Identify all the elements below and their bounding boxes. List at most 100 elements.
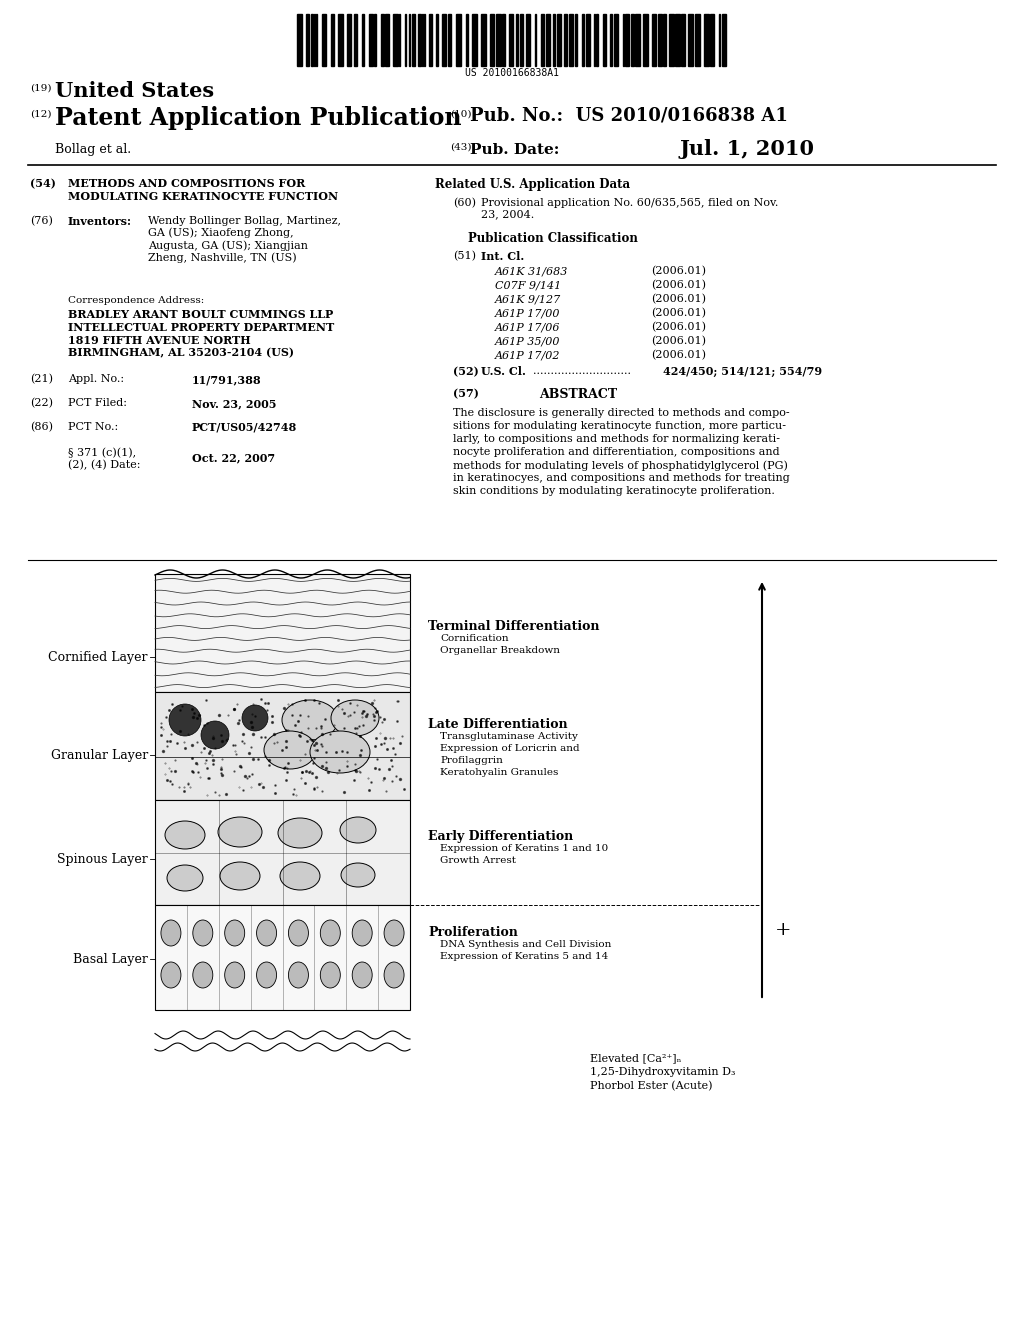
Bar	[393, 15, 397, 66]
Bar	[652, 15, 656, 66]
Bar	[429, 15, 432, 66]
Text: METHODS AND COMPOSITIONS FOR
MODULATING KERATINOCYTE FUNCTION: METHODS AND COMPOSITIONS FOR MODULATING …	[68, 178, 338, 202]
Text: Expression of Keratins 5 and 14: Expression of Keratins 5 and 14	[440, 952, 608, 961]
Text: Terminal Differentiation: Terminal Differentiation	[428, 620, 599, 634]
Text: (21): (21)	[30, 374, 53, 384]
Ellipse shape	[169, 704, 201, 737]
Text: A61K 9/127: A61K 9/127	[495, 294, 561, 304]
Text: (2006.01): (2006.01)	[651, 322, 706, 333]
Ellipse shape	[161, 962, 181, 987]
Bar	[575, 15, 578, 66]
Ellipse shape	[278, 818, 322, 847]
Bar	[587, 15, 590, 66]
Bar	[322, 15, 326, 66]
Bar	[681, 15, 685, 66]
Ellipse shape	[331, 700, 379, 737]
Bar	[354, 15, 356, 66]
Bar	[643, 15, 648, 66]
Bar	[155, 574, 410, 692]
Bar	[675, 15, 680, 66]
Text: 424/450; 514/121; 554/79: 424/450; 514/121; 554/79	[663, 366, 822, 378]
Text: Oct. 22, 2007: Oct. 22, 2007	[193, 451, 275, 463]
Text: Pub. No.:  US 2010/0166838 A1: Pub. No.: US 2010/0166838 A1	[470, 106, 787, 124]
Text: DNA Synthesis and Cell Division: DNA Synthesis and Cell Division	[440, 940, 611, 949]
Bar	[664, 15, 667, 66]
Text: Transglutaminase Activity: Transglutaminase Activity	[440, 733, 578, 741]
Text: A61K 31/683: A61K 31/683	[495, 267, 568, 276]
Bar	[412, 15, 415, 66]
Bar	[564, 15, 567, 66]
Text: Phorbol Ester (Acute): Phorbol Ester (Acute)	[590, 1081, 713, 1092]
Bar	[705, 15, 709, 66]
Text: in keratinocyes, and compositions and methods for treating: in keratinocyes, and compositions and me…	[453, 473, 790, 483]
Text: (51): (51)	[453, 251, 476, 261]
Text: Proliferation: Proliferation	[428, 927, 518, 939]
Ellipse shape	[352, 962, 372, 987]
Text: U.S. Cl.: U.S. Cl.	[481, 366, 526, 378]
Text: 1,25-Dihydroxyvitamin D₃: 1,25-Dihydroxyvitamin D₃	[590, 1067, 735, 1077]
Text: BRADLEY ARANT BOULT CUMMINGS LLP
INTELLECTUAL PROPERTY DEPARTMENT
1819 FIFTH AVE: BRADLEY ARANT BOULT CUMMINGS LLP INTELLE…	[68, 309, 334, 359]
Bar	[472, 15, 476, 66]
Bar	[688, 15, 693, 66]
Text: Bollag et al.: Bollag et al.	[55, 143, 131, 156]
Bar	[520, 15, 523, 66]
Bar	[466, 15, 468, 66]
Text: PCT No.:: PCT No.:	[68, 422, 118, 432]
Text: A61P 17/06: A61P 17/06	[495, 322, 560, 333]
Bar	[557, 15, 561, 66]
Bar	[658, 15, 663, 66]
Ellipse shape	[310, 731, 370, 774]
Text: (54): (54)	[30, 178, 56, 189]
Text: § 371 (c)(1),
(2), (4) Date:: § 371 (c)(1), (2), (4) Date:	[68, 447, 140, 470]
Text: Basal Layer: Basal Layer	[73, 953, 148, 965]
Text: US 20100166838A1: US 20100166838A1	[465, 69, 559, 78]
Text: Related U.S. Application Data: Related U.S. Application Data	[435, 178, 631, 191]
Ellipse shape	[384, 920, 404, 946]
Bar	[669, 15, 674, 66]
Ellipse shape	[384, 962, 404, 987]
Bar	[374, 15, 376, 66]
Bar	[614, 15, 618, 66]
Bar	[435, 15, 437, 66]
Ellipse shape	[257, 920, 276, 946]
Ellipse shape	[321, 920, 340, 946]
Text: Elevated [Ca²⁺]ₙ: Elevated [Ca²⁺]ₙ	[590, 1053, 682, 1063]
Ellipse shape	[264, 731, 316, 770]
Ellipse shape	[224, 920, 245, 946]
Text: +: +	[775, 921, 792, 939]
Ellipse shape	[289, 920, 308, 946]
Text: (10): (10)	[450, 110, 471, 119]
Bar	[480, 15, 485, 66]
Text: (2006.01): (2006.01)	[651, 350, 706, 360]
Bar	[381, 15, 384, 66]
Text: ............................: ............................	[534, 366, 631, 376]
Text: (2006.01): (2006.01)	[651, 280, 706, 290]
Bar	[155, 574, 410, 692]
Text: The disclosure is generally directed to methods and compo-: The disclosure is generally directed to …	[453, 408, 790, 418]
Bar	[331, 15, 334, 66]
Text: 11/791,388: 11/791,388	[193, 374, 261, 385]
Text: nocyte proliferation and differentiation, compositions and: nocyte proliferation and differentiation…	[453, 447, 779, 457]
Text: Correspondence Address:: Correspondence Address:	[68, 296, 204, 305]
Ellipse shape	[220, 862, 260, 890]
Text: (60): (60)	[453, 198, 476, 209]
Bar	[542, 15, 545, 66]
Bar	[155, 692, 410, 800]
Text: (57): (57)	[453, 388, 479, 399]
Text: United States: United States	[55, 81, 214, 102]
Text: A61P 17/00: A61P 17/00	[495, 308, 560, 318]
Bar	[347, 15, 351, 66]
Bar	[297, 15, 302, 66]
Text: C07F 9/141: C07F 9/141	[495, 280, 561, 290]
Text: Cornified Layer: Cornified Layer	[48, 651, 148, 664]
Text: (19): (19)	[30, 84, 51, 92]
Bar	[516, 15, 518, 66]
Ellipse shape	[280, 862, 319, 890]
Bar	[553, 15, 555, 66]
Text: Int. Cl.: Int. Cl.	[481, 251, 524, 261]
Bar	[155, 800, 410, 906]
Ellipse shape	[352, 920, 372, 946]
Bar	[338, 15, 343, 66]
Bar	[385, 15, 389, 66]
Ellipse shape	[161, 920, 181, 946]
